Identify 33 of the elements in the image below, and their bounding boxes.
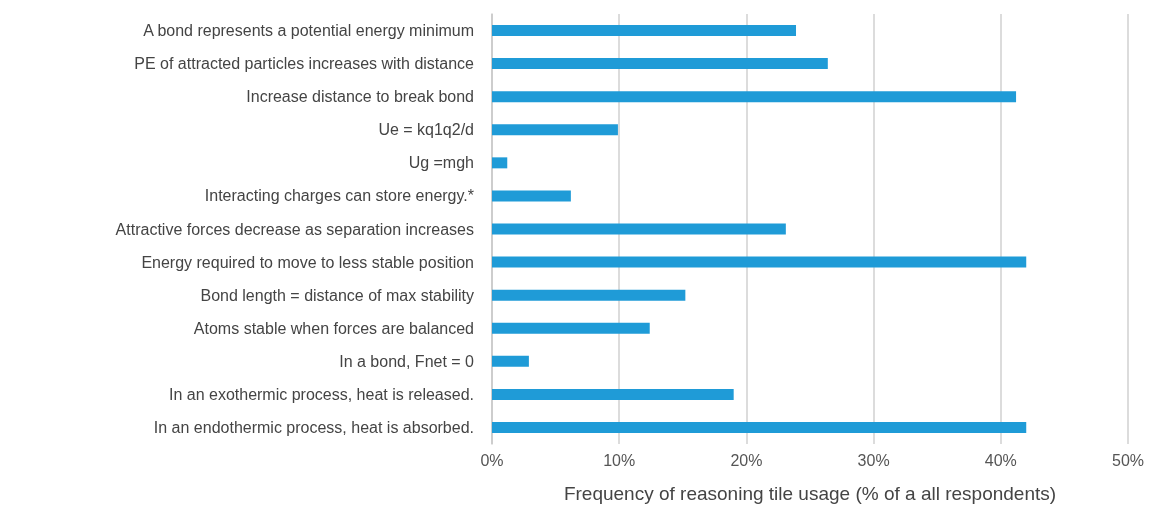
bar [492,157,508,169]
x-tick-label: 20% [730,451,763,469]
x-axis-title: Frequency of reasoning tile usage (% of a all respondents) [563,483,1057,504]
y-tick-label: Attractive forces decrease as separation increases [115,220,474,238]
y-tick-label: Atoms stable when forces are balanced [193,319,474,337]
x-tick-label: 40% [984,451,1017,469]
y-tick-label: Ue = kq1q2/d [378,121,474,139]
x-tick-label: 30% [857,451,890,469]
bar [492,256,1027,268]
y-tick-label: Energy required to move to less stable position [141,253,474,271]
y-tick-label: Ug =mgh [408,154,474,172]
bar [492,91,1017,103]
bar [492,289,686,301]
x-tick-label: 10% [603,451,636,469]
x-tick-label: 50% [1111,451,1145,469]
y-tick-label: Bond length = distance of max stability [200,286,474,304]
bar [492,421,1027,433]
y-tick-label: PE of attracted particles increases with distance [134,55,475,73]
bar [492,355,529,367]
bar [492,388,734,400]
bar [492,25,797,37]
bar [492,58,828,70]
y-tick-label: In a bond, Fnet = 0 [339,352,475,370]
y-tick-label: In an exothermic process, heat is released. [168,385,474,403]
bar [492,190,571,202]
y-tick-label: In an endothermic process, heat is absorbed. [153,418,474,436]
bar [492,124,618,136]
y-tick-label: Interacting charges can store energy.* [204,187,474,205]
y-tick-label: A bond represents a potential energy minimum [143,22,474,40]
bar [492,322,650,334]
bar [492,223,786,235]
x-tick-label: 0% [480,451,504,469]
y-tick-label: Increase distance to break bond [246,88,474,106]
